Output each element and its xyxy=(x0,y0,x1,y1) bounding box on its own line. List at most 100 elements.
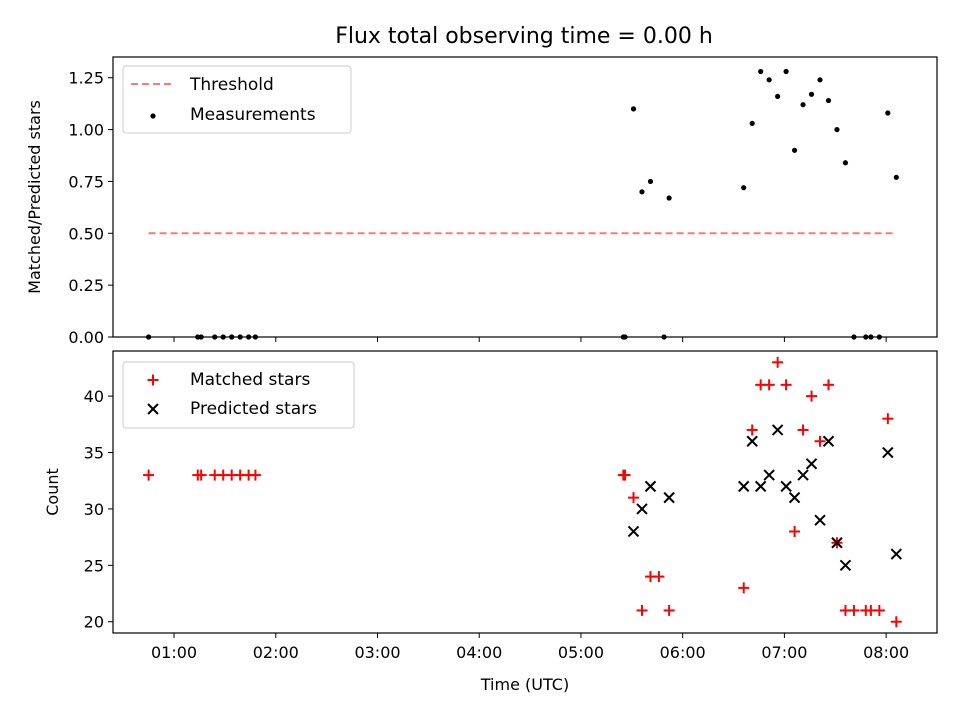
matched-point-34 xyxy=(890,616,902,628)
legend-threshold-label: Threshold xyxy=(189,75,274,95)
bottom-y-ticks: 20 25 30 35 40 xyxy=(84,387,113,632)
measurement-point-20 xyxy=(775,93,781,100)
matched-point-16 xyxy=(738,582,750,594)
measurement-point-24 xyxy=(808,91,815,97)
predicted-point-14 xyxy=(822,435,835,447)
matched-point-12 xyxy=(636,604,648,616)
measurement-point-28 xyxy=(842,160,849,166)
measurement-point-25 xyxy=(817,77,823,83)
top-y-tick-label-1: 0.25 xyxy=(68,276,104,295)
predicted-point-3 xyxy=(663,491,675,504)
bottom-y-tick-label-1: 25 xyxy=(84,556,104,575)
predicted-point-8 xyxy=(771,424,784,436)
matched-point-25 xyxy=(814,435,826,447)
predicted-point-4 xyxy=(738,480,750,493)
matched-point-14 xyxy=(653,571,665,583)
predicted-point-0 xyxy=(627,525,640,538)
top-y-tick-label-4: 1.00 xyxy=(68,121,104,140)
matched-point-24 xyxy=(806,390,818,402)
matched-point-29 xyxy=(848,604,860,616)
predicted-point-16 xyxy=(839,559,852,572)
measurement-point-22 xyxy=(791,147,798,153)
predicted-point-17 xyxy=(882,446,894,459)
measurement-point-17 xyxy=(749,120,755,126)
matched-point-2 xyxy=(195,469,207,481)
matched-point-19 xyxy=(763,379,775,391)
bottom-y-tick-label-3: 35 xyxy=(84,444,104,463)
bottom-y-axis-label: Count xyxy=(43,468,62,516)
x-axis-label: Time (UTC) xyxy=(480,675,569,694)
matched-point-22 xyxy=(789,525,801,537)
measurement-point-26 xyxy=(825,97,832,104)
top-y-tick-label-3: 0.75 xyxy=(68,172,104,191)
measurement-point-19 xyxy=(766,77,772,83)
matched-point-15 xyxy=(663,604,675,616)
matched-point-33 xyxy=(882,413,894,425)
legend-predicted-marker xyxy=(147,403,159,415)
matched-point-8 xyxy=(249,469,261,481)
measurement-point-18 xyxy=(758,68,764,75)
bottom-y-tick-label-4: 40 xyxy=(84,387,104,406)
predicted-point-2 xyxy=(644,480,657,493)
measurement-point-12 xyxy=(639,189,645,195)
matched-point-10 xyxy=(619,469,631,481)
top-axes-frame xyxy=(112,56,938,338)
bottom-panel: 20 25 30 35 40 01:00 02:00 03:00 04:00 05:00 06:0… xyxy=(43,350,938,694)
predicted-point-5 xyxy=(746,435,758,447)
bottom-data-marks xyxy=(143,356,903,628)
bottom-x-ticks: 01:00 02:00 03:00 04:00 05:00 06:00 07:00 08:00 xyxy=(151,633,909,662)
x-tick-label-3: 04:00 xyxy=(456,643,502,662)
x-tick-label-0: 01:00 xyxy=(151,643,197,662)
bottom-y-tick-label-0: 20 xyxy=(84,613,104,632)
matched-point-11 xyxy=(628,492,640,504)
matched-point-20 xyxy=(772,356,784,368)
predicted-point-13 xyxy=(814,514,826,526)
measurement-point-13 xyxy=(647,178,654,185)
measurement-point-27 xyxy=(834,126,840,133)
predicted-point-6 xyxy=(754,480,767,493)
top-panel: 0.00 0.25 0.50 0.75 1.00 1.25 Matched/Predict… xyxy=(25,56,938,347)
legend-matched-marker xyxy=(147,374,159,386)
predicted-point-10 xyxy=(788,491,801,504)
top-y-axis-label: Matched/Predicted stars xyxy=(25,100,44,294)
predicted-point-18 xyxy=(890,548,903,560)
x-tick-label-2: 03:00 xyxy=(354,643,400,662)
predicted-point-9 xyxy=(780,480,792,493)
top-legend-box xyxy=(122,65,352,134)
x-tick-label-5: 06:00 xyxy=(660,643,706,662)
legend-matched-swatch xyxy=(147,374,159,386)
top-y-ticks: 0.00 0.25 0.50 0.75 1.00 1.25 xyxy=(68,69,113,347)
x-tick-label-1: 02:00 xyxy=(253,643,299,662)
top-y-tick-label-0: 0.00 xyxy=(68,328,104,347)
matched-point-26 xyxy=(822,379,834,391)
matched-point-0 xyxy=(143,469,155,481)
matched-point-17 xyxy=(746,424,758,436)
predicted-point-15 xyxy=(831,537,843,549)
measurement-point-33 xyxy=(885,110,891,116)
bottom-legend: Matched stars Predicted stars xyxy=(122,361,355,429)
bottom-y-tick-label-2: 30 xyxy=(84,500,104,519)
predicted-point-11 xyxy=(797,469,809,481)
legend-predicted-label: Predicted stars xyxy=(190,399,317,419)
x-tick-label-7: 08:00 xyxy=(863,643,909,662)
matched-point-32 xyxy=(873,604,885,616)
bottom-axes-frame xyxy=(112,350,938,634)
measurement-point-16 xyxy=(741,185,747,191)
top-y-tick-label-2: 0.50 xyxy=(68,224,104,243)
measurement-point-15 xyxy=(666,195,672,201)
predicted-point-7 xyxy=(763,469,775,481)
top-x-ticks xyxy=(173,337,887,342)
top-y-tick-label-5: 1.25 xyxy=(68,69,104,88)
x-tick-label-6: 07:00 xyxy=(761,643,807,662)
x-tick-label-4: 05:00 xyxy=(558,643,604,662)
legend-predicted-swatch xyxy=(147,403,159,415)
measurement-point-23 xyxy=(800,102,806,108)
matched-point-21 xyxy=(780,379,792,391)
legend-measurements-label: Measurements xyxy=(190,105,316,125)
measurement-point-21 xyxy=(783,68,789,75)
measurement-point-11 xyxy=(630,106,637,112)
bottom-legend-box xyxy=(122,361,355,429)
chart-title: Flux total observing time = 0.00 h xyxy=(335,24,713,49)
measurement-point-34 xyxy=(893,174,899,180)
